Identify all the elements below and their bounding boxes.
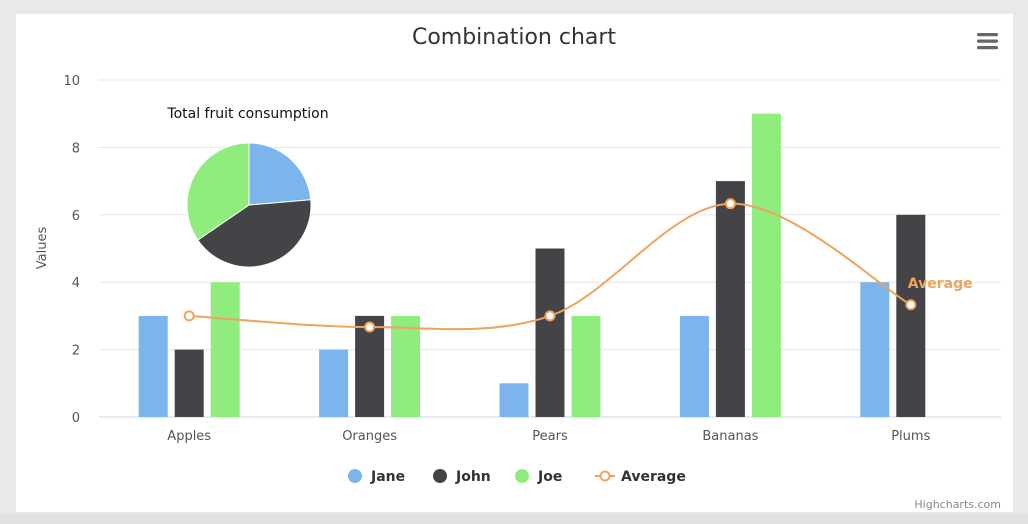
pie-slice-john[interactable] (197, 199, 312, 268)
pie-slice-jane[interactable] (248, 142, 312, 206)
y-axis-label: Values (35, 227, 50, 270)
x-tick-label: Plums (891, 429, 930, 444)
bar-jane-apples[interactable] (138, 315, 168, 417)
credits-link[interactable]: Highcharts.com (914, 498, 1001, 511)
bar-john-bananas[interactable] (715, 181, 745, 417)
bar-john-pears[interactable] (535, 248, 565, 418)
x-tick-label: Bananas (702, 429, 758, 444)
x-tick-label: Apples (167, 429, 211, 444)
average-end-label: Average (908, 276, 973, 292)
y-tick-label: 6 (72, 209, 80, 224)
bar-john-oranges[interactable] (355, 315, 385, 417)
y-tick-label: 8 (72, 141, 80, 156)
bar-jane-bananas[interactable] (679, 315, 709, 417)
legend-item-john[interactable]: John (433, 469, 491, 485)
y-tick-label: 0 (72, 411, 80, 426)
pie-chart (186, 142, 312, 268)
y-tick-label: 2 (72, 344, 80, 359)
x-tick-label: Oranges (342, 429, 397, 444)
column-series (138, 113, 926, 418)
chart-panel (16, 14, 1013, 512)
y-tick-label: 10 (63, 74, 80, 89)
average-point-apples[interactable] (183, 310, 195, 322)
x-axis-ticks: Apples Oranges Pears Bananas Plums (167, 429, 930, 444)
average-point-pears[interactable] (544, 310, 556, 322)
bar-joe-oranges[interactable] (391, 315, 421, 417)
average-point-oranges[interactable] (364, 321, 376, 333)
bar-joe-pears[interactable] (571, 315, 601, 417)
bar-john-plums[interactable] (896, 214, 926, 417)
legend-marker-symbol (599, 470, 611, 482)
chart-title: Combination chart (412, 25, 616, 50)
bar-john-apples[interactable] (174, 349, 204, 417)
pie-slice-joe[interactable] (186, 142, 250, 241)
average-point-plums[interactable] (905, 299, 917, 311)
pie-title: Total fruit consumption (166, 106, 328, 122)
legend-label: Joe (537, 469, 562, 485)
legend-item-joe[interactable]: Joe (515, 469, 562, 485)
legend-dot-symbol (515, 469, 529, 483)
bar-joe-apples[interactable] (210, 282, 240, 417)
average-series: Average (183, 198, 973, 333)
legend: Jane John Joe Average (348, 469, 686, 485)
hamburger-menu-icon[interactable] (970, 28, 1006, 54)
legend-dot-symbol (348, 469, 362, 483)
bar-jane-plums[interactable] (860, 282, 890, 417)
scroll-strip (0, 514, 1028, 524)
legend-dot-symbol (433, 469, 447, 483)
legend-label: Jane (370, 469, 405, 485)
legend-label: Average (621, 469, 686, 485)
legend-label: John (455, 469, 491, 485)
legend-item-jane[interactable]: Jane (348, 469, 405, 485)
bar-jane-pears[interactable] (499, 383, 529, 417)
y-tick-label: 4 (72, 276, 80, 291)
bar-joe-bananas[interactable] (751, 113, 781, 417)
bar-jane-oranges[interactable] (319, 349, 349, 417)
y-axis-ticks: 0 2 4 6 8 10 (63, 74, 80, 426)
average-line[interactable] (189, 202, 912, 331)
legend-item-average[interactable]: Average (595, 469, 686, 485)
x-tick-label: Pears (532, 429, 568, 444)
average-point-bananas[interactable] (724, 198, 736, 210)
